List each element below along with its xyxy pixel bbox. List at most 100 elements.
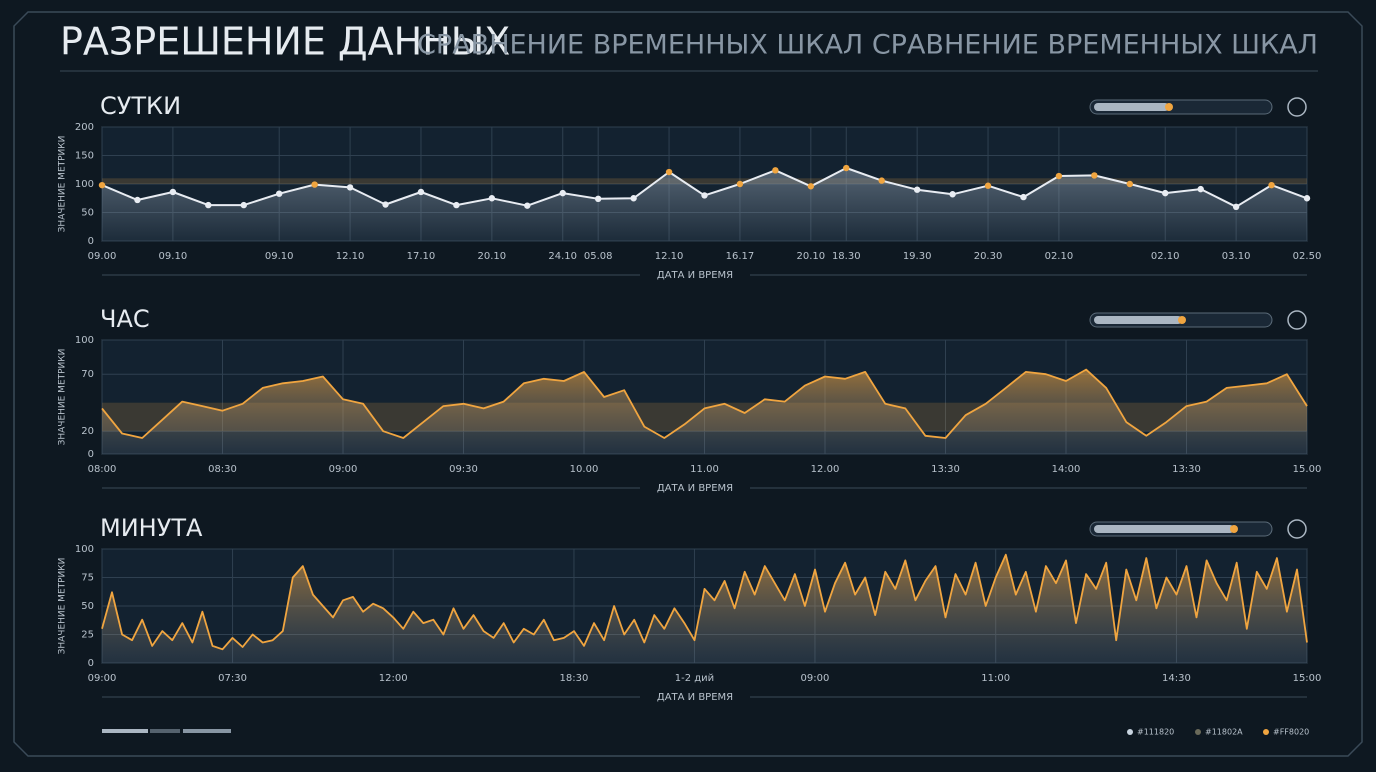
x-tick-label: 07:30 bbox=[218, 673, 247, 684]
point bbox=[878, 177, 885, 184]
point bbox=[524, 202, 531, 209]
y-tick-label: 100 bbox=[75, 335, 94, 346]
x-tick-label: 13:30 bbox=[931, 464, 960, 475]
y-axis-label: ЗНАЧЕНИЕ МЕТРИКИ bbox=[58, 136, 68, 233]
point bbox=[772, 167, 779, 174]
point bbox=[1303, 195, 1311, 202]
x-tick-label: 09:30 bbox=[449, 464, 478, 475]
point bbox=[1055, 172, 1063, 180]
y-tick-label: 100 bbox=[75, 179, 94, 190]
point bbox=[1091, 172, 1098, 179]
x-tick-label: 09:00 bbox=[329, 464, 358, 475]
x-tick-label: 09:00 bbox=[801, 673, 830, 684]
x-tick-label: 10.00 bbox=[570, 464, 599, 475]
x-tick-label: 03.10 bbox=[1222, 251, 1251, 262]
slider-fill bbox=[1094, 316, 1182, 324]
chart-title: ЧАС bbox=[100, 305, 150, 333]
legend-swatch bbox=[1127, 729, 1133, 735]
highlight-band bbox=[102, 178, 1307, 184]
legend: #111820 #11802A #FF8020 bbox=[1127, 728, 1309, 737]
x-tick-label: 1-2 дий bbox=[675, 673, 714, 684]
line bbox=[101, 368, 1308, 439]
clock-icon bbox=[1287, 519, 1307, 539]
point bbox=[1268, 181, 1275, 189]
charts: СУТКИ 09.00 09.10 09.10 12.10 17.10 20.10 24.10… bbox=[58, 92, 1322, 703]
x-tick-label: 09.10 bbox=[159, 251, 188, 262]
frame bbox=[13, 11, 1363, 757]
x-tick-label: 13:30 bbox=[1172, 464, 1201, 475]
y-tick-label: 75 bbox=[81, 573, 94, 584]
point bbox=[205, 201, 212, 209]
point bbox=[346, 184, 354, 191]
point bbox=[594, 195, 602, 203]
x-tick-label: 15:00 bbox=[1293, 673, 1322, 684]
point bbox=[913, 186, 921, 193]
x-tick-label: 02.50 bbox=[1293, 251, 1322, 262]
y-tick-label: 0 bbox=[88, 236, 94, 247]
x-tick-label: 05.08 bbox=[584, 251, 613, 262]
area bbox=[102, 554, 1307, 663]
x-tick-label: 20.10 bbox=[797, 251, 826, 262]
deco bbox=[150, 729, 180, 733]
line bbox=[101, 553, 1308, 651]
deco bbox=[183, 729, 231, 733]
y-axis-label: ЗНАЧЕНИЕ МЕТРИКИ bbox=[58, 349, 68, 446]
legend-swatch bbox=[1195, 729, 1201, 735]
point bbox=[98, 181, 106, 189]
x-tick-label: 12.10 bbox=[655, 251, 684, 262]
x-tick-label: 20.30 bbox=[974, 251, 1003, 262]
chart-title: МИНУТА bbox=[100, 514, 203, 542]
x-tick-label: 20.10 bbox=[478, 251, 507, 262]
y-tick-label: 70 bbox=[81, 369, 94, 380]
legend-label: #11802A bbox=[1205, 728, 1243, 737]
point bbox=[240, 201, 247, 209]
legend-label: #FF8020 bbox=[1273, 728, 1309, 737]
x-tick-label: 18:30 bbox=[560, 673, 589, 684]
point bbox=[311, 181, 318, 188]
area bbox=[102, 369, 1307, 454]
point bbox=[453, 201, 460, 209]
x-tick-label: 08:00 bbox=[88, 464, 117, 475]
y-tick-label: 0 bbox=[88, 658, 94, 669]
point bbox=[1162, 189, 1169, 197]
x-tick-label: 17.10 bbox=[407, 251, 436, 262]
y-tick-label: 100 bbox=[75, 544, 94, 555]
subtitle: СРАВНЕНИЕ ВРЕМЕННЫХ ШКАЛ СРАВНЕНИЕ ВРЕМЕ… bbox=[417, 30, 1318, 61]
x-tick-label: 11:00 bbox=[981, 673, 1010, 684]
point bbox=[382, 201, 389, 208]
slider-knob bbox=[1178, 316, 1186, 324]
point bbox=[488, 195, 496, 202]
point bbox=[1197, 185, 1204, 193]
x-axis-label: ДАТА И ВРЕМЯ bbox=[657, 483, 733, 494]
point bbox=[276, 190, 283, 197]
x-tick-label: 24.10 bbox=[548, 251, 577, 262]
point bbox=[807, 183, 815, 190]
point bbox=[984, 182, 992, 189]
y-tick-label: 150 bbox=[75, 151, 94, 162]
x-tick-label: 09.00 bbox=[88, 251, 117, 262]
point bbox=[1126, 180, 1133, 188]
point bbox=[843, 164, 850, 172]
x-tick-label: 19.30 bbox=[903, 251, 932, 262]
area bbox=[102, 168, 1307, 241]
point bbox=[1232, 203, 1240, 210]
point bbox=[417, 188, 425, 196]
point bbox=[630, 195, 637, 202]
x-tick-label: 14:30 bbox=[1162, 673, 1191, 684]
slider-knob bbox=[1230, 525, 1238, 533]
point bbox=[1020, 193, 1027, 201]
y-tick-label: 0 bbox=[88, 449, 94, 460]
legend-swatch bbox=[1263, 729, 1269, 735]
x-tick-label: 08:30 bbox=[208, 464, 237, 475]
point bbox=[559, 189, 566, 197]
legend-label: #111820 bbox=[1137, 728, 1174, 737]
title: РАЗРЕШЕНИЕ ДАННЫХ bbox=[60, 20, 510, 64]
point bbox=[134, 196, 141, 204]
y-tick-label: 25 bbox=[81, 630, 94, 641]
x-tick-label: 02.10 bbox=[1045, 251, 1074, 262]
x-tick-label: 14:00 bbox=[1052, 464, 1081, 475]
y-tick-label: 200 bbox=[75, 122, 94, 133]
x-tick-label: 12.00 bbox=[811, 464, 840, 475]
x-tick-label: 15.00 bbox=[1293, 464, 1322, 475]
